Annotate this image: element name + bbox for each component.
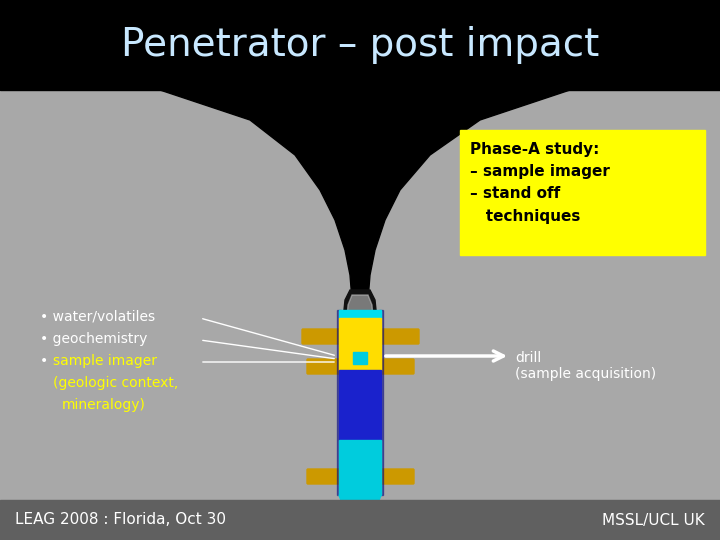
Text: MSSL/UCL UK: MSSL/UCL UK [602,512,705,528]
Text: sample imager: sample imager [53,354,157,368]
Polygon shape [347,295,373,354]
Text: LEAG 2008 : Florida, Oct 30: LEAG 2008 : Florida, Oct 30 [15,512,226,528]
Text: Phase-A study:
– sample imager
– stand off
   techniques: Phase-A study: – sample imager – stand o… [470,142,610,224]
Bar [339,318,381,370]
Text: Penetrator – post impact: Penetrator – post impact [121,26,599,64]
Bar [353,352,367,364]
Polygon shape [343,290,377,366]
FancyBboxPatch shape [307,359,414,374]
Bar [339,310,381,318]
Bar [339,370,381,440]
Bar [0,0,720,90]
FancyBboxPatch shape [307,469,414,484]
Text: • water/volatiles: • water/volatiles [40,310,155,324]
Text: mineralogy): mineralogy) [62,398,146,412]
Text: • geochemistry: • geochemistry [40,332,148,346]
Bar [0,500,720,540]
FancyBboxPatch shape [302,329,419,344]
Bar [379,310,383,495]
Text: •: • [40,354,53,368]
Bar [460,130,705,255]
Bar [0,60,720,540]
Text: (geologic context,: (geologic context, [53,376,179,390]
Polygon shape [339,495,381,540]
Polygon shape [0,0,720,300]
Bar [339,440,381,495]
Bar [337,310,341,495]
Text: drill
(sample acquisition): drill (sample acquisition) [515,351,656,381]
